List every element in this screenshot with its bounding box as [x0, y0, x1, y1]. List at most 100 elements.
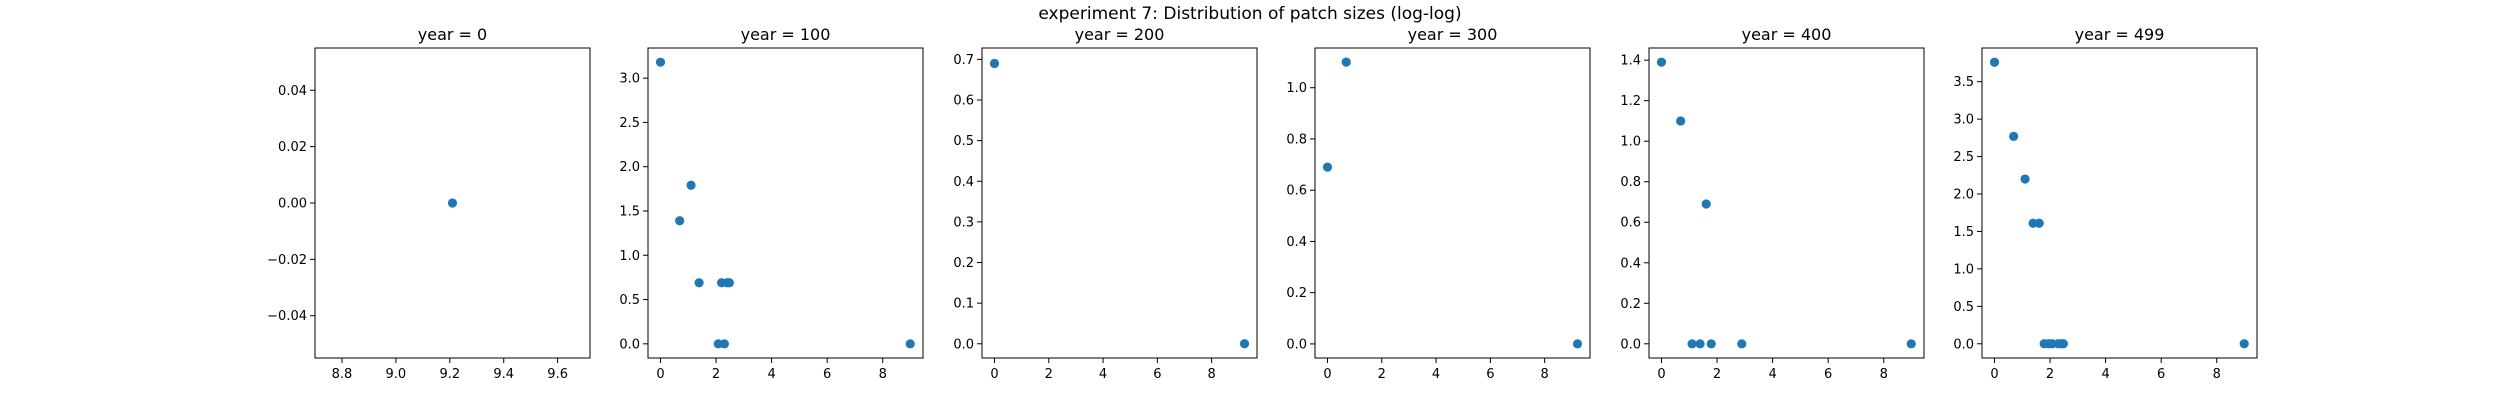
y-tick-label: 0.04 [278, 84, 307, 99]
x-tick-label: 0 [990, 367, 998, 382]
subplot-2: year = 200 0 2 4 6 8 0.0 0.1 0.2 0.3 0.4 0.5 0.6 0.7 [953, 25, 1258, 382]
data-point [905, 339, 915, 349]
data-point [1906, 339, 1916, 349]
y-tick-label: 0.6 [1286, 184, 1307, 199]
y-tick-label: 0.2 [1620, 297, 1641, 312]
y-tick-label: 2.5 [619, 116, 640, 131]
y-tick-label: 1.0 [1953, 262, 1974, 277]
x-tick-label: 2 [1378, 367, 1386, 382]
subplot-5: year = 499 0 2 4 6 8 0.0 0.5 1.0 1.5 2.0 2.5 3.0 3.5 [1953, 25, 2258, 382]
x-tick-label: 0 [1657, 367, 1665, 382]
data-point [1322, 162, 1333, 172]
y-tick-label: −0.02 [267, 253, 307, 268]
y-tick-label: 0.6 [1620, 216, 1641, 231]
x-tick-label: 6 [823, 367, 831, 382]
y-tick-label: 1.0 [619, 249, 640, 264]
x-tick-label: 8 [1880, 367, 1888, 382]
y-tick-label: 0.4 [1286, 235, 1307, 250]
x-tick-label: 6 [1486, 367, 1494, 382]
subplot-title: year = 499 [2075, 25, 2165, 44]
x-tick-label: 0 [656, 367, 664, 382]
y-tick-label: 3.0 [619, 72, 640, 87]
x-tick-label: 2 [2046, 367, 2054, 382]
y-tick-label: 0.2 [953, 256, 974, 271]
x-tick-label: 6 [2157, 367, 2165, 382]
x-tick-label: 0 [1990, 367, 1998, 382]
y-tick-label: 0.6 [953, 94, 974, 109]
data-point [686, 180, 696, 190]
y-tick-label: 2.0 [1953, 188, 1974, 203]
data-point [447, 198, 458, 208]
axes-frame [1314, 47, 1591, 359]
y-tick-label: 2.5 [1953, 150, 1974, 165]
figure-title: experiment 7: Distribution of patch size… [1038, 4, 1462, 24]
y-tick-label: 0.5 [619, 293, 640, 308]
data-point [1737, 339, 1747, 349]
data-point [694, 278, 704, 288]
y-tick-label: 3.5 [1953, 75, 1974, 90]
data-point [1341, 57, 1351, 67]
y-tick-label: 1.5 [1953, 225, 1974, 240]
subplot-3: year = 300 0 2 4 6 8 0.0 0.2 0.4 0.6 0.8 1.0 [1286, 25, 1591, 382]
data-point [2034, 218, 2044, 228]
x-tick-label: 9.4 [493, 367, 514, 382]
axes-frame [1648, 47, 1925, 359]
data-point [1656, 57, 1667, 67]
data-point [2239, 339, 2249, 349]
data-point [2058, 339, 2068, 349]
data-point [1239, 339, 1250, 349]
x-tick-label: 0 [1323, 367, 1331, 382]
x-tick-label: 4 [2101, 367, 2109, 382]
subplot-title: year = 400 [1742, 25, 1832, 44]
data-point [1687, 339, 1697, 349]
x-tick-label: 4 [1768, 367, 1776, 382]
data-point [989, 58, 1000, 69]
data-point [724, 278, 734, 288]
subplot-0: year = 0 8.8 9.0 9.2 9.4 9.6 −0.04 −0.02 0.00 0.0… [267, 25, 591, 382]
y-tick-label: 1.0 [1286, 81, 1307, 96]
y-tick-label: 0.0 [1620, 337, 1641, 352]
x-tick-label: 2 [1713, 367, 1721, 382]
y-tick-label: 0.4 [1620, 256, 1641, 271]
y-tick-label: 0.5 [1953, 300, 1974, 315]
data-point [1572, 339, 1583, 349]
data-point [1695, 339, 1705, 349]
x-tick-label: 8 [2213, 367, 2221, 382]
subplot-1: year = 100 0 2 4 6 8 0.0 0.5 1.0 1.5 2.0 2.5 3.0 [619, 25, 924, 382]
y-tick-label: 0.2 [1286, 286, 1307, 301]
x-tick-label: 2 [1045, 367, 1053, 382]
axes-frame [981, 47, 1258, 359]
y-tick-label: 2.0 [619, 160, 640, 175]
y-tick-label: 0.0 [953, 337, 974, 352]
y-tick-label: 0.7 [953, 53, 974, 68]
y-tick-label: 0.0 [1286, 337, 1307, 352]
data-point [655, 57, 666, 67]
y-tick-label: 0.8 [1286, 132, 1307, 147]
y-tick-label: 1.0 [1620, 135, 1641, 150]
y-tick-label: 0.3 [953, 215, 974, 230]
data-point [1676, 116, 1686, 126]
y-tick-label: 0.4 [953, 175, 974, 190]
subplot-title: year = 100 [741, 25, 831, 44]
x-tick-label: 8 [1208, 367, 1216, 382]
y-tick-label: 0.0 [619, 337, 640, 352]
data-point [719, 339, 729, 349]
y-tick-label: 0.1 [953, 297, 974, 312]
data-point [2009, 131, 2019, 141]
subplot-title: year = 0 [418, 25, 487, 44]
y-tick-label: 0.0 [1953, 337, 1974, 352]
y-tick-label: 0.5 [953, 134, 974, 149]
x-tick-label: 8 [1541, 367, 1549, 382]
data-point [2020, 174, 2030, 184]
data-point [1701, 199, 1711, 209]
x-tick-label: 4 [1099, 367, 1107, 382]
y-tick-label: 1.4 [1620, 54, 1641, 69]
x-tick-label: 6 [1824, 367, 1832, 382]
y-tick-label: 0.8 [1620, 175, 1641, 190]
y-tick-label: −0.04 [267, 309, 307, 324]
x-tick-label: 4 [1432, 367, 1440, 382]
axes-frame [647, 47, 924, 359]
x-tick-label: 2 [712, 367, 720, 382]
y-tick-label: 1.2 [1620, 94, 1641, 109]
